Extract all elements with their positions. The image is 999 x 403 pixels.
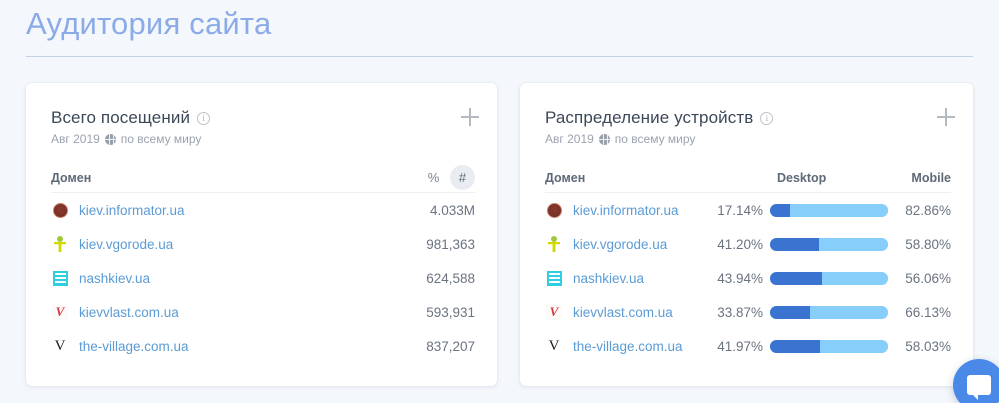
- mobile-percent: 56.06%: [905, 270, 951, 286]
- favicon-kievvlast: V: [545, 303, 563, 321]
- table-row[interactable]: kiev.informator.ua 17.14% 82.86%: [545, 193, 951, 227]
- table-row[interactable]: V kievvlast.com.ua 33.87% 66.13%: [545, 295, 951, 329]
- device-split-bar: [770, 237, 888, 251]
- card-device-distribution: Распределение устройств i Авг 2019 по вс…: [520, 83, 973, 386]
- globe-icon: [598, 133, 610, 145]
- visits-value: 593,931: [426, 304, 475, 320]
- device-split-bar: [770, 203, 888, 217]
- domain-link[interactable]: nashkiev.ua: [79, 270, 151, 286]
- table-row[interactable]: V kievvlast.com.ua 593,931: [51, 295, 475, 329]
- toggle-percent[interactable]: %: [427, 170, 440, 185]
- favicon-kievvlast: V: [51, 303, 69, 321]
- title-divider: [26, 56, 973, 57]
- visits-value: 837,207: [426, 338, 475, 354]
- mobile-percent: 58.03%: [905, 338, 951, 354]
- favicon-nashkiev: [545, 269, 563, 287]
- table-row[interactable]: kiev.vgorode.ua 981,363: [51, 227, 475, 261]
- desktop-percent: 41.97%: [717, 338, 763, 354]
- info-icon[interactable]: i: [197, 111, 211, 125]
- mobile-percent: 58.80%: [905, 236, 951, 252]
- table-row[interactable]: nashkiev.ua 624,588: [51, 261, 475, 295]
- domain-link[interactable]: the-village.com.ua: [79, 338, 189, 354]
- table-row[interactable]: nashkiev.ua 43.94% 56.06%: [545, 261, 951, 295]
- column-header-mobile: Mobile: [911, 170, 951, 185]
- domain-link[interactable]: kievvlast.com.ua: [79, 304, 179, 320]
- domain-link[interactable]: kiev.vgorode.ua: [79, 236, 174, 252]
- mobile-percent: 82.86%: [905, 202, 951, 218]
- domain-link[interactable]: kiev.informator.ua: [79, 202, 185, 218]
- favicon-the-village: V: [54, 338, 66, 354]
- table-header-row: Домен % #: [51, 163, 475, 193]
- visits-value: 981,363: [426, 236, 475, 252]
- device-split-bar: [770, 339, 888, 353]
- period-label: Авг 2019: [545, 132, 594, 146]
- visits-value: 4.033M: [429, 202, 475, 218]
- table-header-row: Домен Desktop Mobile: [545, 163, 951, 193]
- column-header-domain: Домен: [51, 170, 92, 185]
- table-row[interactable]: V the-village.com.ua 41.97% 58.03%: [545, 329, 951, 363]
- domain-link[interactable]: kiev.vgorode.ua: [573, 236, 668, 252]
- period-label: Авг 2019: [51, 132, 100, 146]
- info-icon[interactable]: i: [760, 111, 774, 125]
- visits-value: 624,588: [426, 270, 475, 286]
- domain-link[interactable]: kievvlast.com.ua: [573, 304, 673, 320]
- desktop-percent: 33.87%: [717, 304, 763, 320]
- card-title: Всего посещений: [51, 108, 191, 127]
- column-header-desktop: Desktop: [777, 170, 827, 185]
- card-header: Распределение устройств i Авг 2019 по вс…: [545, 108, 951, 146]
- favicon-the-village: V: [548, 338, 560, 354]
- card-header: Всего посещений i Авг 2019 по всему миру: [51, 108, 475, 146]
- scope-label: по всему миру: [614, 132, 696, 146]
- table-row[interactable]: V the-village.com.ua 837,207: [51, 329, 475, 363]
- favicon-kiev-vgorode: [545, 235, 563, 253]
- globe-icon: [104, 133, 116, 145]
- units-toggle: % #: [421, 165, 475, 190]
- card-title: Распределение устройств: [545, 108, 754, 127]
- add-widget-button[interactable]: [933, 104, 959, 130]
- card-total-visits: Всего посещений i Авг 2019 по всему миру…: [26, 83, 497, 386]
- toggle-number[interactable]: #: [450, 165, 475, 190]
- domain-link[interactable]: kiev.informator.ua: [573, 202, 679, 218]
- table-row[interactable]: kiev.informator.ua 4.033M: [51, 193, 475, 227]
- favicon-nashkiev: [51, 269, 69, 287]
- favicon-kiev-informator: [545, 201, 563, 219]
- favicon-kiev-informator: [51, 201, 69, 219]
- desktop-percent: 43.94%: [717, 270, 763, 286]
- desktop-percent: 41.20%: [717, 236, 763, 252]
- table-row[interactable]: kiev.vgorode.ua 41.20% 58.80%: [545, 227, 951, 261]
- chat-bubble-icon[interactable]: [953, 359, 999, 403]
- device-split-bar: [770, 305, 888, 319]
- visits-table: Домен % # kiev.informator.ua 4.033M kiev…: [51, 163, 475, 363]
- column-header-domain: Домен: [545, 170, 586, 185]
- scope-label: по всему миру: [120, 132, 202, 146]
- page-title: Аудитория сайта: [26, 6, 272, 41]
- chat-glyph: [967, 375, 991, 400]
- favicon-kiev-vgorode: [51, 235, 69, 253]
- add-widget-button[interactable]: [457, 104, 483, 130]
- desktop-percent: 17.14%: [717, 202, 763, 218]
- devices-table: Домен Desktop Mobile kiev.informator.ua …: [545, 163, 951, 363]
- domain-link[interactable]: nashkiev.ua: [573, 270, 645, 286]
- device-split-bar: [770, 271, 888, 285]
- domain-link[interactable]: the-village.com.ua: [573, 338, 683, 354]
- mobile-percent: 66.13%: [905, 304, 951, 320]
